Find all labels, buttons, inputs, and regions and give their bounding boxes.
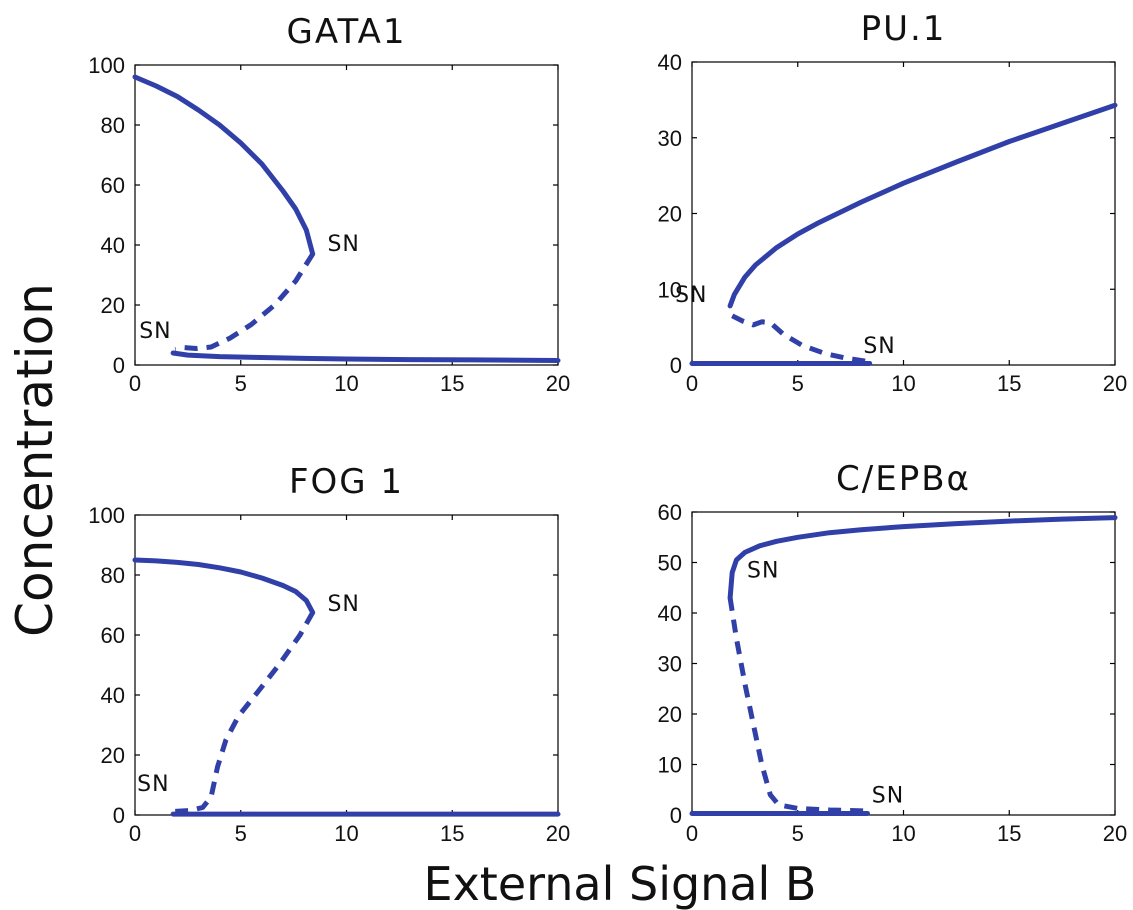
gata1-sn-annotation: SN	[327, 232, 359, 257]
gata1-solid-branch-0	[132, 74, 316, 257]
fog1-dashed-branch-1	[175, 611, 315, 814]
gata1-y-tick-label: 100	[88, 53, 125, 78]
gata1-dashed-branch-1	[174, 252, 315, 352]
panel-cebpa: C/EPBα 0 5 10 15 20 0 10 20 30 40 50 60 SN SN	[658, 459, 1128, 846]
gata1-x-tick-label: 5	[235, 371, 247, 396]
cebpa-sn-annotation: SN	[872, 783, 904, 808]
pu1-x-tick-label: 0	[686, 371, 698, 396]
panel-gata1: GATA1 0 5 10 15 20 0 20 40 60 80 100 SN SN	[88, 12, 570, 396]
cebpa-x-tick-label: 10	[891, 821, 915, 846]
pu1-y-tick-label: 30	[658, 126, 682, 151]
gata1-title: GATA1	[287, 12, 407, 52]
fog1-x-tick-label: 0	[129, 821, 141, 846]
pu1-y-tick-label: 0	[670, 353, 682, 378]
pu1-sn-annotation: SN	[675, 283, 707, 308]
pu1-sn-annotation: SN	[863, 334, 895, 359]
fog1-x-tick-label: 20	[546, 821, 570, 846]
fog1-y-tick-label: 40	[101, 683, 125, 708]
y-axis-label: Concentration	[6, 283, 64, 637]
cebpa-title: C/EPBα	[836, 459, 971, 499]
cebpa-y-tick-label: 10	[658, 753, 682, 778]
fog1-y-tick-label: 20	[101, 743, 125, 768]
fog1-x-tick-label: 15	[440, 821, 464, 846]
panel-pu1: PU.1 0 5 10 15 20 0 10 20 30 40 SN SN	[658, 9, 1128, 396]
pu1-solid-branch-0	[727, 102, 1118, 309]
fog1-x-tick-label: 10	[334, 821, 358, 846]
cebpa-solid-branch-0	[727, 515, 1118, 601]
fog1-plot-frame	[134, 514, 559, 816]
pu1-plot-frame	[691, 61, 1116, 366]
fog1-y-tick-label: 0	[113, 803, 125, 828]
cebpa-x-tick-label: 5	[792, 821, 804, 846]
gata1-y-tick-label: 40	[101, 233, 125, 258]
gata1-y-tick-label: 0	[113, 353, 125, 378]
gata1-x-tick-label: 20	[546, 371, 570, 396]
cebpa-y-tick-label: 20	[658, 702, 682, 727]
fog1-solid-branch-0	[132, 557, 316, 615]
pu1-x-tick-label: 5	[792, 371, 804, 396]
cebpa-y-tick-label: 30	[658, 652, 682, 677]
fog1-sn-annotation: SN	[137, 772, 169, 797]
fog1-x-tick-label: 5	[235, 821, 247, 846]
cebpa-dashed-branch-1	[727, 597, 868, 814]
cebpa-x-tick-label: 0	[686, 821, 698, 846]
gata1-x-tick-label: 0	[129, 371, 141, 396]
fog1-sn-annotation: SN	[327, 592, 359, 617]
cebpa-x-tick-label: 15	[997, 821, 1021, 846]
cebpa-y-tick-label: 60	[658, 500, 682, 525]
pu1-title: PU.1	[861, 9, 947, 49]
fog1-y-tick-label: 60	[101, 623, 125, 648]
cebpa-y-tick-label: 0	[670, 803, 682, 828]
pu1-y-tick-label: 40	[658, 50, 682, 75]
pu1-x-tick-label: 15	[997, 371, 1021, 396]
fog1-y-tick-label: 100	[88, 503, 125, 528]
fog1-title: FOG 1	[289, 462, 404, 502]
gata1-solid-branch-2	[170, 350, 561, 363]
gata1-x-tick-label: 10	[334, 371, 358, 396]
cebpa-y-tick-label: 40	[658, 601, 682, 626]
pu1-y-tick-label: 10	[658, 277, 682, 302]
gata1-y-tick-label: 60	[101, 173, 125, 198]
pu1-dashed-branch-1	[731, 313, 866, 364]
fog1-y-tick-label: 80	[101, 563, 125, 588]
cebpa-y-tick-label: 50	[658, 551, 682, 576]
gata1-y-tick-label: 20	[101, 293, 125, 318]
pu1-y-tick-label: 20	[658, 202, 682, 227]
cebpa-plot-frame	[691, 511, 1116, 816]
gata1-sn-annotation: SN	[139, 319, 171, 344]
x-axis-label: External Signal B	[424, 857, 817, 910]
pu1-x-tick-label: 10	[891, 371, 915, 396]
cebpa-x-tick-label: 20	[1103, 821, 1127, 846]
panel-fog1: FOG 1 0 5 10 15 20 0 20 40 60 80 100 SN SN	[88, 462, 570, 846]
gata1-x-tick-label: 15	[440, 371, 464, 396]
gata1-y-tick-label: 80	[101, 113, 125, 138]
pu1-x-tick-label: 20	[1103, 371, 1127, 396]
cebpa-sn-annotation: SN	[747, 559, 779, 584]
